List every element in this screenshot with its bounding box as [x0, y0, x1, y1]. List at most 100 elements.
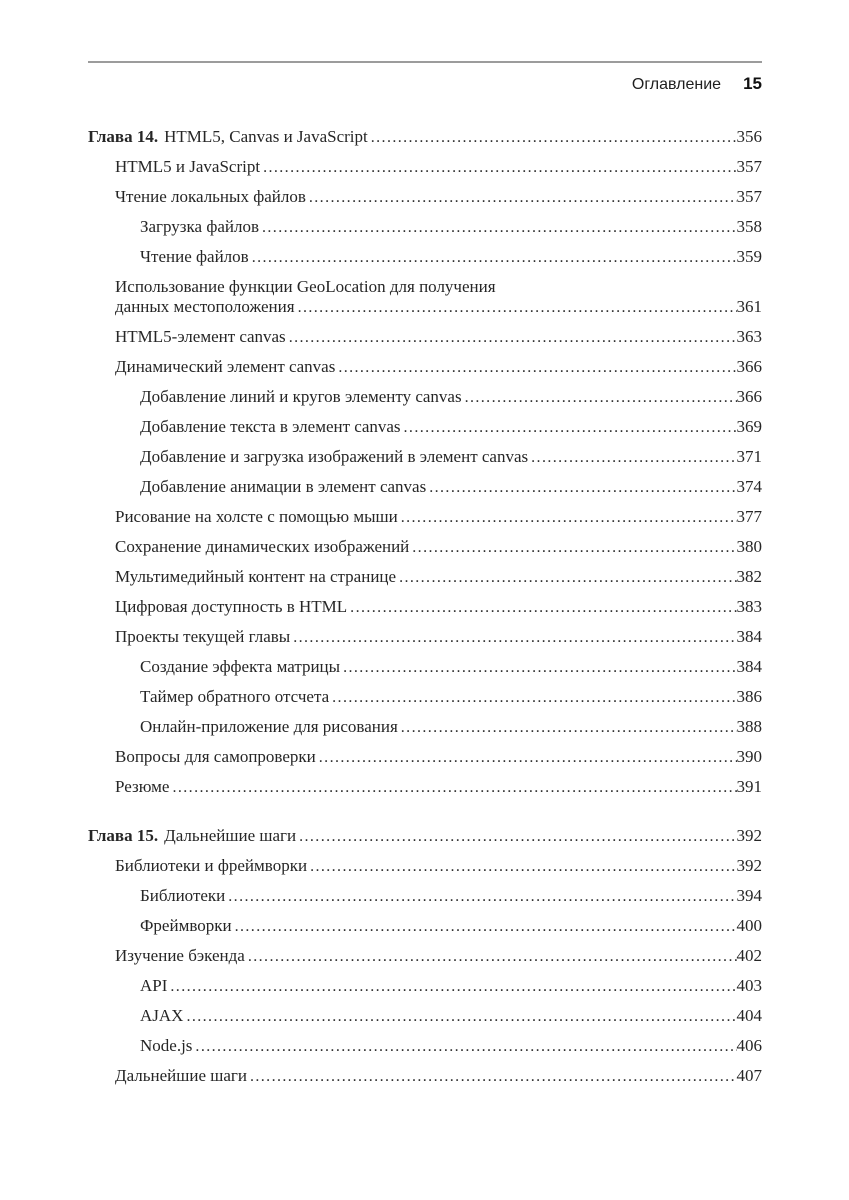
toc-entry-title: Таймер обратного отсчета: [140, 687, 330, 706]
toc-entry-page: 402: [736, 946, 763, 965]
toc-entry-title: Добавление и загрузка изображений в элем…: [140, 447, 529, 466]
toc-entry: Проекты текущей главы 384: [88, 627, 762, 647]
toc-entry-page: 392: [736, 856, 763, 875]
toc-entry-title: Добавление текста в элемент canvas: [140, 417, 401, 436]
toc-entry-line: API 403: [140, 976, 762, 996]
toc-entry-page: 406: [736, 1036, 763, 1055]
toc-entry-page: 366: [736, 387, 763, 406]
toc-entry: Фреймворки 400: [88, 916, 762, 936]
toc-entry-line: Цифровая доступность в HTML 383: [115, 597, 762, 617]
toc-entry: Node.js 406: [88, 1036, 762, 1056]
dot-leader: [262, 217, 737, 237]
page-header: Оглавление 15: [88, 61, 762, 94]
toc-entry-title: Библиотеки: [140, 886, 226, 905]
toc-entry-page: 380: [736, 537, 763, 556]
toc-entry-line: Динамический элемент canvas 366: [115, 357, 762, 377]
toc-entry-page: 383: [736, 597, 763, 616]
toc-entry-title: HTML5, Canvas и JavaScript: [164, 127, 368, 146]
toc-entry-line: Таймер обратного отсчета 386: [140, 687, 762, 707]
toc-entry-title: Использование функции GeoLocation для по…: [115, 277, 496, 296]
toc-entry-title: Добавление линий и кругов элементу canva…: [140, 387, 462, 406]
toc-entry: Цифровая доступность в HTML 383: [88, 597, 762, 617]
toc-list: Глава 14. HTML5, Canvas и JavaScript 356 HT…: [88, 127, 762, 1086]
toc-entry-page: 359: [736, 247, 763, 266]
toc-entry-line: Загрузка файлов 358: [140, 217, 762, 237]
toc-entry-page: 400: [736, 916, 763, 935]
toc-entry-page: 356: [736, 127, 763, 146]
dot-leader: [293, 627, 736, 647]
dot-leader: [310, 856, 736, 876]
toc-entry-page: 394: [736, 886, 763, 905]
toc-entry-line: Вопросы для самопроверки 390: [115, 747, 762, 767]
dot-leader: [401, 717, 737, 737]
toc-entry-page: 391: [736, 777, 763, 796]
toc-entry-line: HTML5 и JavaScript 357: [115, 157, 762, 177]
toc-entry-line: Глава 15. Дальнейшие шаги 392: [88, 826, 762, 846]
toc-entry-title: Node.js: [140, 1036, 193, 1055]
toc-entry-page: 377: [736, 507, 763, 526]
toc-entry-title: Создание эффекта матрицы: [140, 657, 341, 676]
toc-entry-line: Добавление текста в элемент canvas 369: [140, 417, 762, 437]
toc-entry-title: Цифровая доступность в HTML: [115, 597, 348, 616]
dot-leader: [298, 297, 737, 317]
toc-entry: Библиотеки 394: [88, 886, 762, 906]
toc-entry-line: Node.js 406: [140, 1036, 762, 1056]
toc-entry-page: 407: [736, 1066, 763, 1085]
toc-entry-title: HTML5-элемент canvas: [115, 327, 286, 346]
toc-entry-page: 374: [736, 477, 763, 496]
toc-entry-title: Дальнейшие шаги: [115, 1066, 247, 1085]
toc-entry: Добавление линий и кругов элементу canva…: [88, 387, 762, 407]
toc-entry-line: Фреймворки 400: [140, 916, 762, 936]
dot-leader: [172, 777, 736, 797]
toc-entry: Вопросы для самопроверки 390: [88, 747, 762, 767]
toc-entry-title: Добавление анимации в элемент canvas: [140, 477, 427, 496]
toc-entry-line: AJAX 404: [140, 1006, 762, 1026]
dot-leader: [401, 507, 737, 527]
dot-leader: [332, 687, 736, 707]
toc-entry-line: Чтение локальных файлов 357: [115, 187, 762, 207]
dot-leader: [465, 387, 737, 407]
toc-entry-line: Сохранение динамических изображений 380: [115, 537, 762, 557]
toc-entry: HTML5 и JavaScript 357: [88, 157, 762, 177]
toc-entry-page: 384: [736, 657, 763, 676]
header-section-title: Оглавление: [631, 76, 722, 93]
toc-entry: Изучение бэкенда 402: [88, 946, 762, 966]
toc-entry-page: 386: [736, 687, 763, 706]
toc-entry-title: Рисование на холсте с помощью мыши: [115, 507, 398, 526]
toc-entry-title: Изучение бэкенда: [115, 946, 245, 965]
toc-entry-page: 404: [736, 1006, 763, 1025]
toc-entry-title: Дальнейшие шаги: [164, 826, 297, 845]
toc-entry-title: Резюме: [115, 777, 170, 796]
toc-entry-title: Фреймворки: [140, 916, 232, 935]
dot-leader: [195, 1036, 736, 1056]
toc-entry-line: Глава 14. HTML5, Canvas и JavaScript 356: [88, 127, 762, 147]
toc-entry-page: 369: [736, 417, 763, 436]
toc-entry: API 403: [88, 976, 762, 996]
header-page-number: 15: [743, 74, 762, 93]
toc-entry-line: Использование функции GeoLocation для по…: [115, 277, 762, 296]
toc-entry-page: 390: [736, 747, 763, 766]
dot-leader: [412, 537, 736, 557]
toc-entry: Библиотеки и фреймворки 392: [88, 856, 762, 876]
page-content: Оглавление 15 Глава 14. HTML5, Canvas и J…: [88, 61, 762, 1086]
dot-leader: [235, 916, 737, 936]
toc-entry: Чтение файлов 359: [88, 247, 762, 267]
dot-leader: [252, 247, 737, 267]
dot-leader: [429, 477, 736, 497]
dot-leader: [186, 1006, 736, 1026]
dot-leader: [371, 127, 737, 147]
toc-entry: Онлайн-приложение для рисования 388: [88, 717, 762, 737]
toc-entry: Дальнейшие шаги 407: [88, 1066, 762, 1086]
toc-entry-page: 382: [736, 567, 763, 586]
toc-entry: Использование функции GeoLocation для по…: [88, 277, 762, 317]
toc-entry-line: Онлайн-приложение для рисования 388: [140, 717, 762, 737]
toc-entry: Создание эффекта матрицы 384: [88, 657, 762, 677]
dot-leader: [248, 946, 737, 966]
toc-entry-title: Сохранение динамических изображений: [115, 537, 410, 556]
toc-entry: Загрузка файлов 358: [88, 217, 762, 237]
toc-entry-page: 357: [736, 187, 763, 206]
toc-entry: Добавление текста в элемент canvas 369: [88, 417, 762, 437]
toc-entry-title: API: [140, 976, 168, 995]
toc-entry-title: Библиотеки и фреймворки: [115, 856, 308, 875]
